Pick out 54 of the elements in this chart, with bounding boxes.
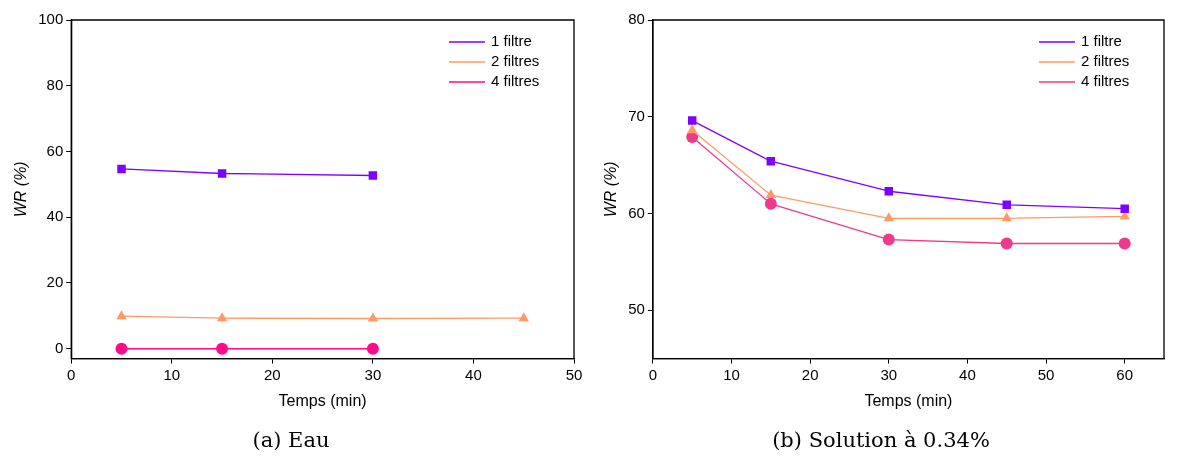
text: (a) Eau: [252, 427, 330, 452]
x-tick-label: 40: [465, 365, 482, 383]
x-tick-label: 30: [880, 365, 898, 383]
y-tick-label: 50: [628, 300, 645, 318]
point: [216, 342, 229, 355]
legend-label: 1 filtre: [491, 32, 532, 50]
point: [115, 342, 128, 355]
x-tick-label: 10: [163, 365, 181, 383]
y-tick-label: 80: [46, 75, 64, 93]
y-tick-label: 70: [628, 106, 645, 124]
y-tick-label: 60: [628, 203, 645, 221]
y-tick-label: 80: [628, 10, 645, 28]
point: [1001, 212, 1012, 222]
x-tick-label: 40: [959, 365, 976, 383]
x-tick-label: 10: [723, 365, 740, 383]
point: [1002, 200, 1011, 210]
y-tick-label: 20: [46, 273, 64, 291]
x-tick-label: 30: [364, 365, 382, 383]
point: [518, 312, 529, 322]
x-tick-label: 20: [801, 365, 819, 383]
point: [216, 312, 228, 322]
legend-label: 2 filtres: [1081, 52, 1130, 70]
legend-label: 4 filtres: [491, 72, 540, 90]
x-tick-label: 0: [648, 365, 658, 383]
legend-label: 2 filtres: [491, 52, 540, 70]
point: [117, 164, 126, 174]
x-axis-title: Temps (min): [864, 391, 953, 409]
point: [882, 233, 895, 246]
x-tick-label: 0: [67, 365, 76, 383]
point: [116, 310, 127, 320]
point: [765, 189, 777, 199]
point: [687, 116, 697, 125]
y-tick-label: 100: [38, 10, 64, 28]
x-axis-title: Temps (min): [278, 391, 367, 409]
x-tick-label: 20: [263, 365, 281, 383]
point: [1118, 237, 1131, 250]
text: (b) Solution à 0.34%: [772, 427, 990, 452]
legend-label: 4 filtres: [1081, 72, 1130, 90]
y-axis-title: WR (%): [602, 161, 620, 218]
point: [217, 169, 227, 178]
x-tick-label: 60: [1116, 365, 1134, 383]
y-tick-label: 0: [54, 338, 64, 356]
point: [1120, 204, 1129, 213]
legend-label: 1 filtre: [1081, 32, 1122, 50]
point: [368, 171, 378, 180]
point: [1000, 237, 1013, 250]
x-tick-label: 50: [1037, 365, 1055, 383]
point: [366, 342, 379, 355]
x-tick-label: 50: [565, 365, 583, 383]
point: [687, 124, 698, 134]
point: [764, 197, 777, 210]
y-axis-title: WR (%): [12, 161, 30, 218]
y-tick-label: 60: [46, 141, 64, 159]
y-tick-label: 40: [46, 207, 64, 225]
